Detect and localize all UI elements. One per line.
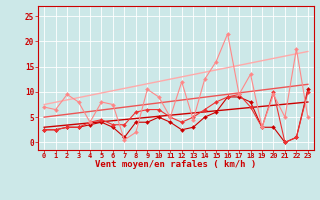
X-axis label: Vent moyen/en rafales ( km/h ): Vent moyen/en rafales ( km/h ) (95, 160, 257, 169)
